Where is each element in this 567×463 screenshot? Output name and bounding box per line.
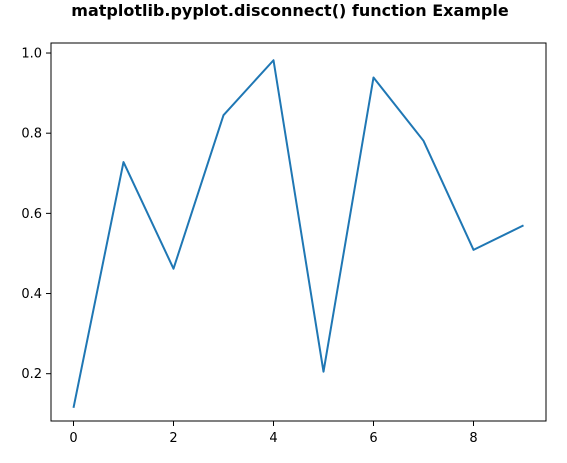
x-tick-label-0: 0 [69, 431, 77, 446]
x-tick-label-2: 4 [269, 431, 277, 446]
y-axis: 0.2 0.4 0.6 0.8 1.0 [21, 47, 51, 382]
chart-title: matplotlib.pyplot.disconnect() function … [71, 1, 509, 20]
x-tick-label-1: 2 [169, 431, 177, 446]
x-axis: 0 2 4 6 8 [69, 421, 478, 446]
y-tick-label-4: 1.0 [21, 47, 42, 62]
y-tick-label-0: 0.2 [21, 367, 42, 382]
x-tick-label-3: 6 [369, 431, 377, 446]
x-tick-label-4: 8 [469, 431, 477, 446]
series-layer [72, 59, 524, 408]
y-tick-label-1: 0.4 [21, 287, 42, 302]
y-tick-label-2: 0.6 [21, 207, 42, 222]
plot-area [51, 43, 546, 421]
series-line-0 [72, 59, 524, 408]
plot-frame [50, 42, 547, 422]
y-tick-label-3: 0.8 [21, 127, 42, 142]
